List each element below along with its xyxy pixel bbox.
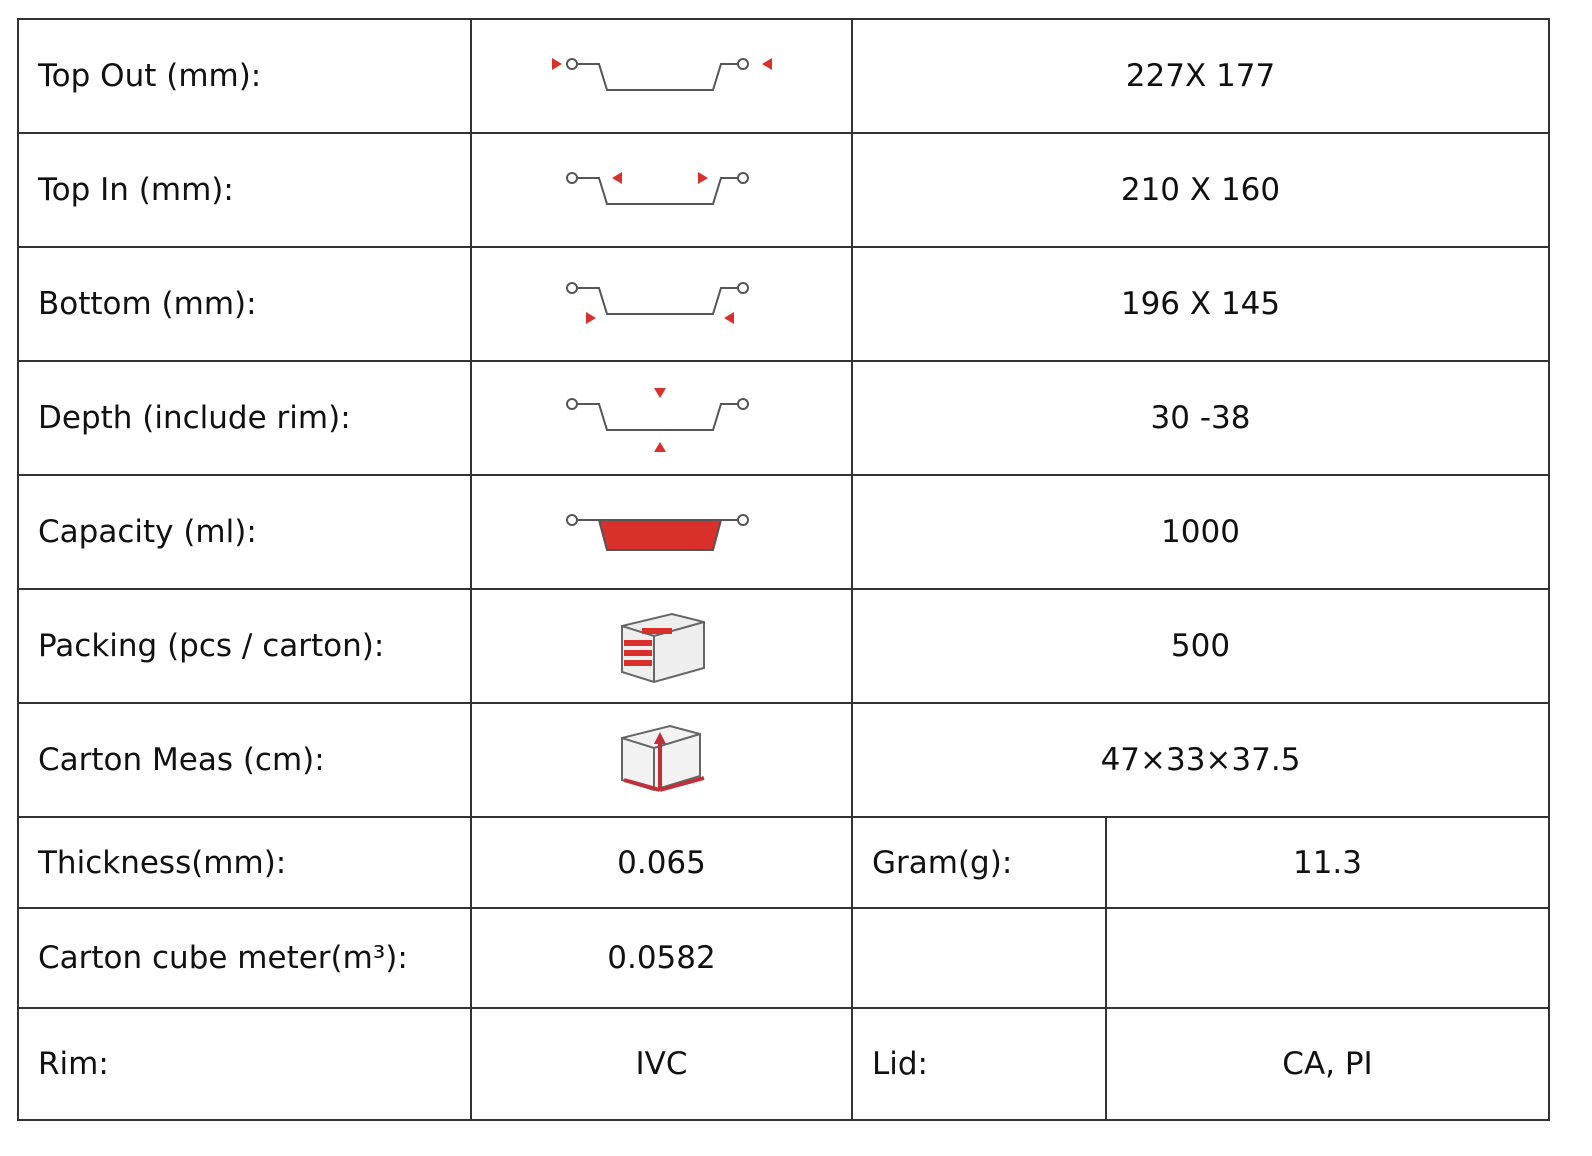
- icon-cell: [470, 132, 853, 248]
- depth-icon: [565, 388, 749, 452]
- label: Top In (mm):: [17, 132, 472, 248]
- top-out-icon: [551, 58, 772, 91]
- label: Carton Meas (cm):: [17, 702, 472, 818]
- row: Rim: IVC Lid: CA, PI: [17, 1007, 1550, 1121]
- row: Capacity (ml): 1000: [17, 474, 1550, 590]
- label: Packing (pcs / carton):: [17, 588, 472, 704]
- icon-cell: [470, 360, 853, 476]
- row: Packing (pcs / carton): 500: [17, 588, 1550, 704]
- value: 30 -38: [851, 360, 1550, 476]
- label: Lid:: [851, 1007, 1107, 1121]
- row: Top In (mm): 210 X 160: [17, 132, 1550, 248]
- value: IVC: [470, 1007, 853, 1121]
- value: 0.0582: [470, 907, 853, 1009]
- row: Thickness(mm): 0.065 Gram(g): 11.3: [17, 816, 1550, 909]
- spec-table: Top Out (mm): 227X 177 Top In (mm): 210 …: [17, 18, 1550, 1121]
- row: Depth (include rim): 30 -38: [17, 360, 1550, 476]
- value: 500: [851, 588, 1550, 704]
- value: 227X 177: [851, 18, 1550, 134]
- row: Carton cube meter(m³): 0.0582: [17, 907, 1550, 1009]
- value: CA, PI: [1105, 1007, 1550, 1121]
- empty-cell: [851, 907, 1107, 1009]
- icon-cell: [470, 246, 853, 362]
- value: 0.065: [470, 816, 853, 909]
- bottom-icon: [565, 282, 749, 324]
- capacity-icon: [565, 514, 749, 551]
- row: Bottom (mm): 196 X 145: [17, 246, 1550, 362]
- top-in-icon: [565, 172, 749, 205]
- label: Depth (include rim):: [17, 360, 472, 476]
- label: Rim:: [17, 1007, 472, 1121]
- label: Thickness(mm):: [17, 816, 472, 909]
- label: Gram(g):: [851, 816, 1107, 909]
- icon-cell: [470, 474, 853, 590]
- packing-icon: [620, 612, 705, 684]
- row: Carton Meas (cm): 47×33×37.5: [17, 702, 1550, 818]
- label: Carton cube meter(m³):: [17, 907, 472, 1009]
- empty-cell: [1105, 907, 1550, 1009]
- value: 210 X 160: [851, 132, 1550, 248]
- value: 196 X 145: [851, 246, 1550, 362]
- row: Top Out (mm): 227X 177: [17, 18, 1550, 134]
- icon-cell: [470, 18, 853, 134]
- value: 11.3: [1105, 816, 1550, 909]
- label: Top Out (mm):: [17, 18, 472, 134]
- label: Capacity (ml):: [17, 474, 472, 590]
- carton-icon: [620, 724, 705, 792]
- value: 1000: [851, 474, 1550, 590]
- icon-cell: [470, 588, 853, 704]
- value: 47×33×37.5: [851, 702, 1550, 818]
- label: Bottom (mm):: [17, 246, 472, 362]
- icon-cell: [470, 702, 853, 818]
